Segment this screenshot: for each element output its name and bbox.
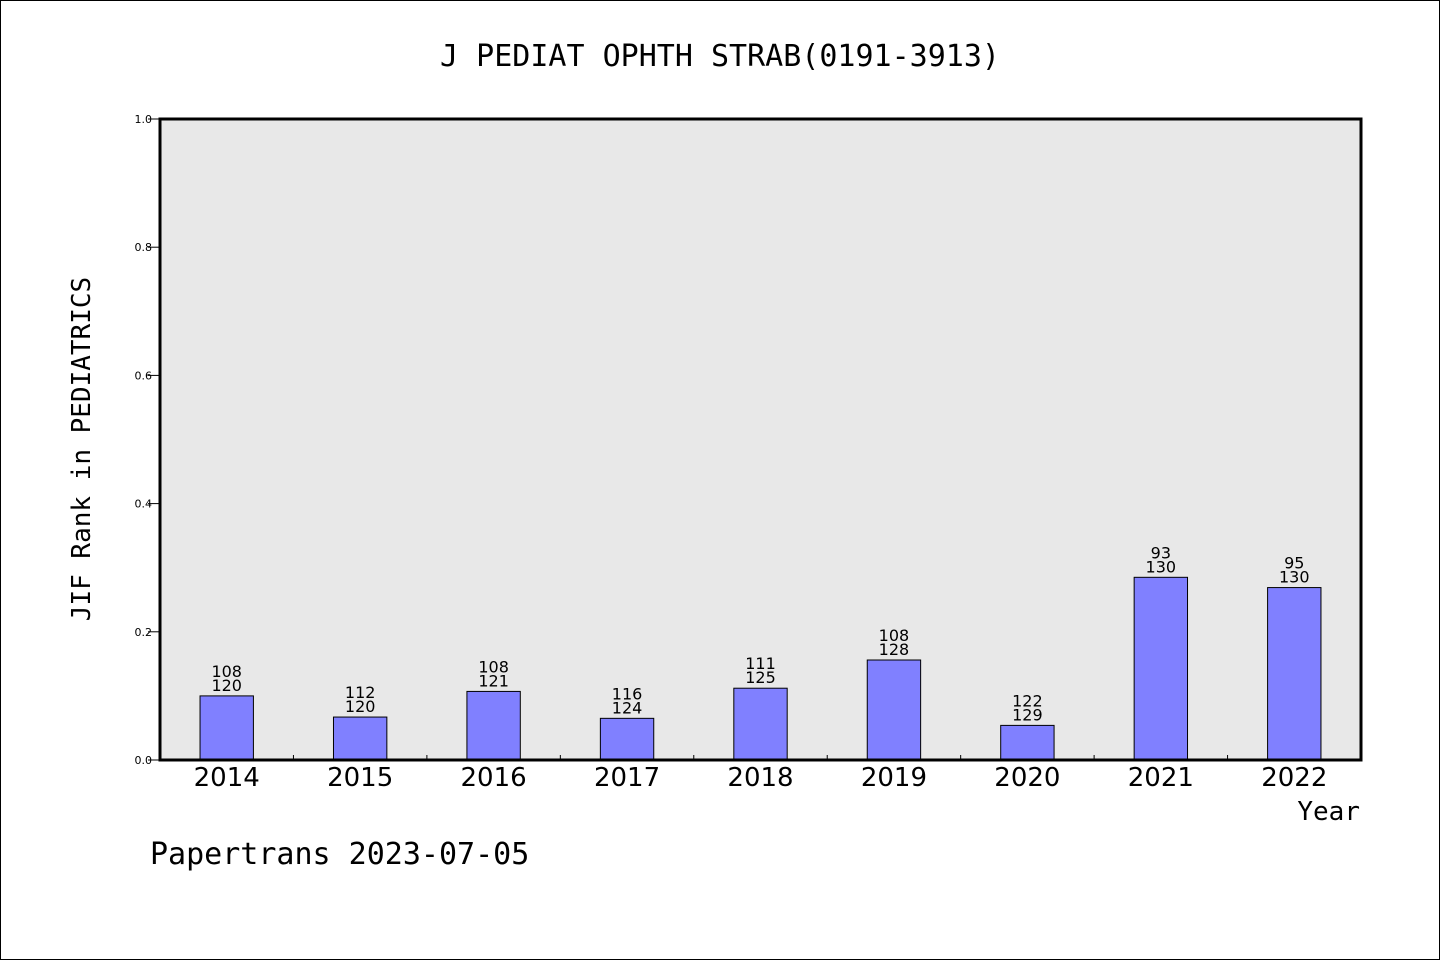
y-tick-label-5: 1.0 [135, 113, 153, 126]
bar-label-rank-2017: 116 [612, 684, 643, 703]
x-tick-label-2019: 2019 [861, 763, 927, 793]
bar-label-rank-2018: 111 [745, 654, 776, 673]
bar-2019 [866, 659, 922, 761]
bar-label-total-2014: 120 [211, 676, 242, 695]
bar-label-rank-2021: 93 [1151, 543, 1171, 562]
bar-2015 [332, 716, 388, 761]
y-axis: 0.0 0.2 0.4 0.6 0.8 1.0 [135, 113, 160, 767]
footer-text: Papertrans 2023-07-05 [150, 837, 529, 872]
y-tick-label-3: 0.6 [135, 369, 153, 382]
bar-2017 [599, 717, 655, 761]
y-tick-label-2: 0.4 [135, 498, 153, 511]
x-tick-label-2022: 2022 [1261, 763, 1327, 793]
bar-label-rank-2016: 108 [478, 657, 509, 676]
bar-label-total-2021: 130 [1146, 557, 1177, 576]
bar-label-rank-2022: 95 [1284, 554, 1304, 573]
y-tick-label-4: 0.8 [135, 241, 153, 254]
bar-label-total-2019: 128 [879, 640, 910, 659]
bar-label-total-2017: 124 [612, 698, 643, 717]
bar-label-total-2022: 130 [1279, 568, 1310, 587]
bar-label-rank-2020: 122 [1012, 691, 1043, 710]
x-axis: 2014 2015 2016 2017 2018 2019 2020 2021 2022 [194, 755, 1327, 793]
chart-title: J PEDIAT OPHTH STRAB(0191-3913) [440, 39, 1000, 74]
bar-2016 [466, 690, 521, 761]
bar-label-rank-2014: 108 [211, 662, 242, 681]
bar-2022 [1267, 587, 1322, 761]
bar-label-rank-2015: 112 [345, 683, 376, 702]
y-tick-label-0: 0.0 [135, 754, 153, 767]
bar-2020 [1000, 724, 1055, 761]
x-tick-label-2014: 2014 [194, 763, 260, 793]
bar-label-total-2015: 120 [345, 697, 376, 716]
x-tick-label-2017: 2017 [594, 763, 660, 793]
x-tick-label-2020: 2020 [994, 763, 1060, 793]
plot-border [158, 117, 1363, 762]
y-axis-label: JIF Rank in PEDIATRICS [67, 277, 97, 621]
x-tick-label-2021: 2021 [1128, 763, 1194, 793]
x-tick-label-2018: 2018 [727, 763, 793, 793]
x-tick-label-2016: 2016 [461, 763, 527, 793]
x-tick-label-2015: 2015 [327, 763, 393, 793]
bar-2014 [199, 695, 254, 761]
bar-label-total-2018: 125 [745, 668, 776, 687]
bar-label-rank-2019: 108 [879, 626, 910, 645]
bar-2021 [1133, 576, 1189, 761]
bar-2018 [733, 687, 788, 761]
bar-label-total-2020: 129 [1012, 705, 1043, 724]
y-tick-label-1: 0.2 [135, 626, 153, 639]
bar-label-total-2016: 121 [478, 671, 509, 690]
x-axis-label: Year [1297, 797, 1360, 827]
